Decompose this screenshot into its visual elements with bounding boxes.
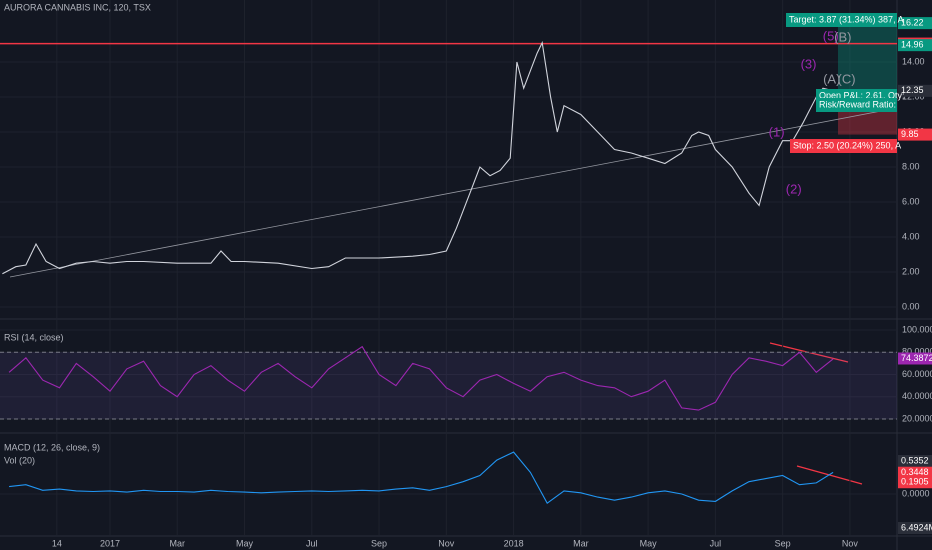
price-title: AURORA CANNABIS INC, 120, TSX [4,2,151,12]
value-tag-label: 0.3448 [901,467,929,477]
position-text: Stop: 2.50 (20.24%) 250, A [793,140,901,150]
position-text: Open P&L: 2.61, Qty: [819,90,905,100]
y-tick-label: 0.0000 [902,488,930,498]
x-tick-label: Nov [438,538,455,548]
wave-label: (B) [834,29,851,44]
position-text: Risk/Reward Ratio: [819,99,896,109]
value-tag [898,466,932,479]
value-tag-label: 16.22 [901,17,924,27]
x-tick-label: Sep [371,538,387,548]
value-tag [898,128,932,141]
wave-label: (3) [801,56,817,71]
y-tick-label: 14.00 [902,56,925,66]
y-tick-label: 8.00 [902,161,920,171]
x-tick-label: May [640,538,658,548]
y-tick-label: 60.0000 [902,369,932,379]
price-trendline [9,107,898,278]
rsi-title: RSI (14, close) [4,332,64,342]
value-tag [898,522,932,534]
x-tick-label: Sep [775,538,791,548]
value-tag-label: 14.96 [901,40,924,50]
vol-tag-label: 6.4924M [901,522,932,532]
target-zone [838,23,897,91]
price-line [2,40,834,275]
y-tick-label: 40.0000 [902,391,932,401]
wave-label: (C) [838,71,856,86]
x-tick-label: May [236,538,254,548]
y-tick-label: 20.0000 [902,413,932,423]
value-tag-label: 12.35 [901,85,924,95]
position-box [790,139,897,153]
x-tick-label: Nov [842,538,859,548]
value-tag [898,454,932,467]
y-tick-label: 100.0000 [902,324,932,334]
value-tag-label: 0.5352 [901,455,929,465]
position-text: Target: 3.87 (31.34%) 387, A [789,14,904,24]
vol-title: Vol (20) [4,455,35,465]
value-tag-label: 74.3872 [901,353,932,363]
x-tick-label: Jul [710,538,722,548]
x-tick-label: 2017 [100,538,120,548]
value-tag [898,17,932,30]
x-tick-label: 14 [52,538,62,548]
y-tick-label: 6.00 [902,196,920,206]
rsi-band [0,352,897,419]
price-line [8,345,834,411]
value-tag [898,84,932,97]
wave-label: (1) [769,124,785,139]
position-box [816,98,897,112]
value-tag-label: 9.85 [901,129,919,139]
price-line [9,451,834,505]
value-tag [898,352,932,365]
value-tag-label: 0.1905 [901,477,929,487]
macd-title: MACD (12, 26, close, 9) [4,442,100,452]
x-tick-label: 2018 [504,538,524,548]
y-tick-label: 2.00 [902,266,920,276]
wave-label: (5) [823,28,839,43]
x-tick-label: Jul [306,538,318,548]
x-tick-label: Mar [169,538,185,548]
y-tick-label: 80.0000 [902,347,932,357]
x-tick-label: Mar [573,538,589,548]
y-tick-label: 0.00 [902,301,920,311]
wave-label: (A) [823,71,840,86]
position-box [786,13,897,27]
y-tick-label: 4.00 [902,231,920,241]
wave-label: (2) [786,181,802,196]
value-tag [898,39,932,52]
value-tag [898,476,932,489]
